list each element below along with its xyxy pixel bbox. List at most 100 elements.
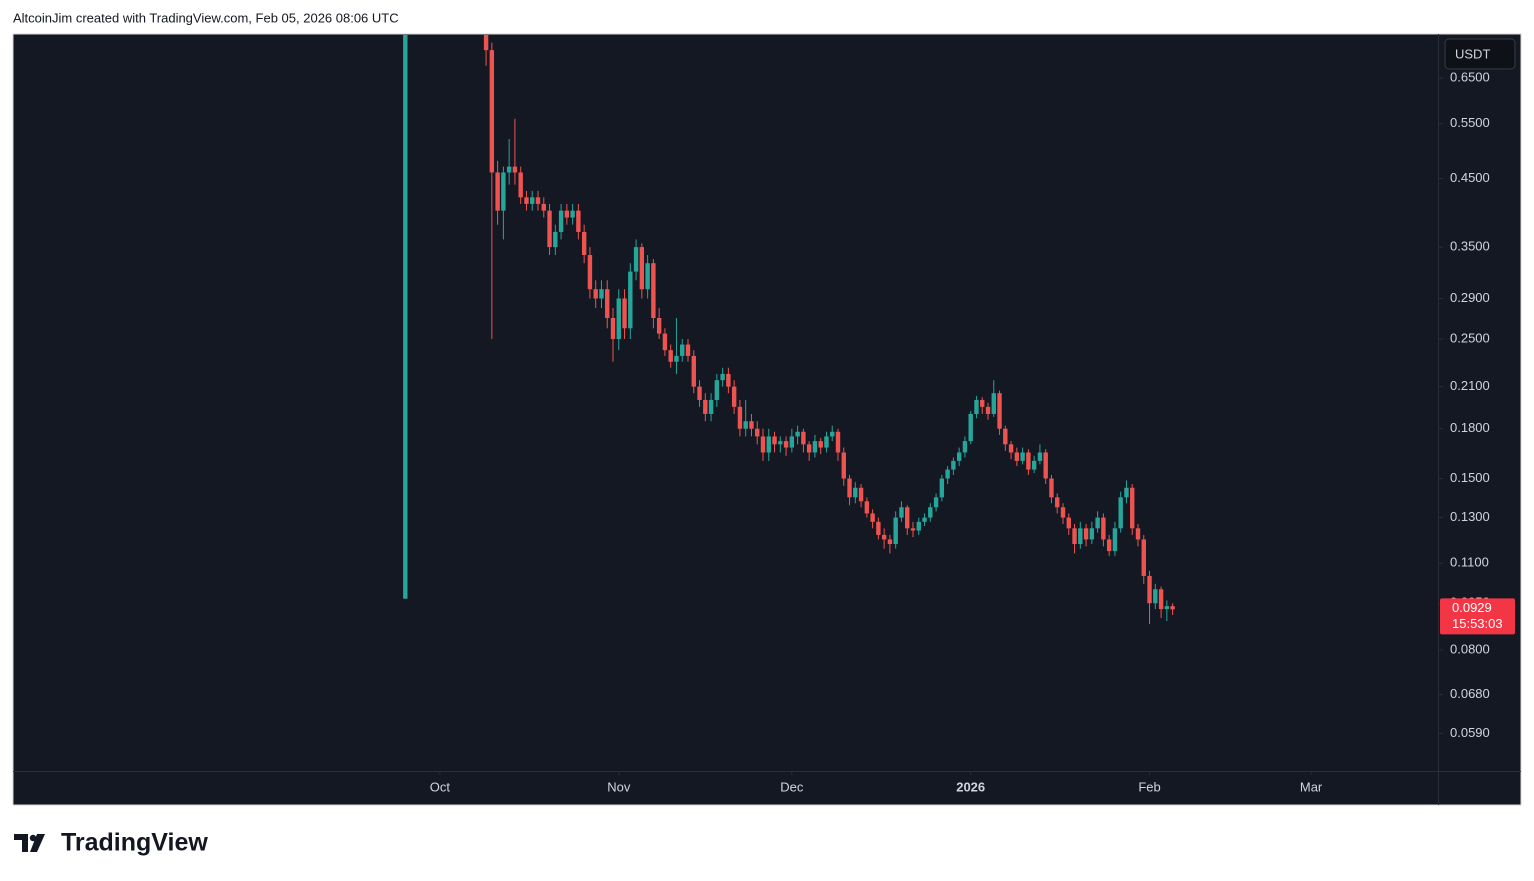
y-tick-label: 0.0800 bbox=[1450, 642, 1490, 657]
candle-body bbox=[708, 399, 714, 414]
candle-body bbox=[933, 497, 939, 508]
candle-body bbox=[760, 436, 766, 453]
candle-body bbox=[668, 350, 673, 362]
candle-body bbox=[766, 436, 771, 453]
candle-body bbox=[945, 469, 950, 479]
candle-body bbox=[1026, 452, 1031, 470]
y-tick-label: 0.1800 bbox=[1450, 420, 1490, 435]
candle-body bbox=[1020, 452, 1025, 461]
candle-body bbox=[1055, 497, 1060, 508]
candle-body bbox=[985, 406, 991, 414]
candle-body bbox=[1083, 528, 1089, 540]
candle-body bbox=[997, 393, 1002, 429]
x-tick-label: Feb bbox=[1138, 779, 1160, 794]
candle-body bbox=[824, 436, 829, 448]
candle-body bbox=[968, 413, 973, 442]
candle-body bbox=[991, 393, 996, 414]
candle-body bbox=[512, 166, 518, 173]
candle-body bbox=[1101, 517, 1106, 540]
candle-body bbox=[1153, 589, 1158, 604]
candle-body bbox=[980, 399, 985, 407]
candle-body bbox=[403, 35, 408, 599]
candle-body bbox=[1124, 487, 1129, 498]
candle-body bbox=[651, 263, 656, 318]
candle-body bbox=[489, 50, 495, 173]
candle-body bbox=[876, 521, 881, 535]
candle-body bbox=[1089, 528, 1095, 540]
candle-body bbox=[858, 487, 864, 502]
chart-frame bbox=[12, 33, 1522, 806]
candle-body bbox=[962, 441, 968, 453]
axes: 0.6500 0.5500 0.4500 0.3500 0.2900 0.2500 0.21… bbox=[430, 69, 1490, 794]
candle-body bbox=[1141, 539, 1146, 576]
candle-body bbox=[1078, 528, 1083, 545]
candle-body bbox=[581, 231, 587, 256]
candle-body bbox=[1043, 452, 1048, 479]
candle-body bbox=[887, 539, 893, 545]
candle-body bbox=[951, 460, 956, 470]
candle-body bbox=[1072, 528, 1077, 545]
y-tick-label: 0.1500 bbox=[1450, 470, 1490, 485]
candle-body bbox=[656, 317, 662, 334]
candle-body bbox=[974, 399, 979, 414]
candle-body bbox=[778, 441, 783, 445]
candle-body bbox=[806, 444, 812, 453]
x-tick-label: Dec bbox=[780, 779, 804, 794]
candle-body bbox=[714, 380, 720, 400]
candle-body bbox=[726, 373, 731, 387]
candle-body bbox=[1147, 575, 1152, 604]
currency-button[interactable]: USDT bbox=[1444, 38, 1516, 70]
candle-body bbox=[1164, 606, 1170, 610]
y-tick-label: 0.6500 bbox=[1450, 69, 1490, 84]
candle-body bbox=[795, 431, 800, 437]
x-tick-label: Nov bbox=[607, 779, 631, 794]
plot-area bbox=[403, 35, 1175, 625]
candle-body bbox=[1130, 487, 1135, 529]
candle-body bbox=[743, 421, 748, 429]
candle-body bbox=[622, 298, 627, 329]
candle-body bbox=[841, 452, 846, 479]
candle-body bbox=[495, 172, 500, 211]
candle-body bbox=[1060, 507, 1066, 518]
currency-label[interactable]: USDT bbox=[1455, 46, 1490, 61]
y-tick-label: 0.1300 bbox=[1450, 509, 1490, 524]
candle-body bbox=[772, 436, 777, 445]
logo-shape bbox=[14, 834, 28, 852]
candle-body bbox=[524, 197, 529, 204]
candle-body bbox=[587, 255, 593, 290]
header: AltcoinJim created with TradingView.com,… bbox=[13, 10, 399, 25]
candle-body bbox=[1106, 539, 1112, 552]
currency-button-box[interactable] bbox=[1444, 38, 1516, 70]
candle-body bbox=[749, 421, 754, 429]
candle-body bbox=[547, 210, 552, 248]
candle-body bbox=[812, 441, 818, 453]
y-tick-label: 0.0680 bbox=[1450, 686, 1490, 701]
candle-body bbox=[720, 373, 725, 381]
candle-body bbox=[639, 247, 645, 290]
y-tick-label: 0.4500 bbox=[1450, 170, 1490, 185]
last-price-value: 0.0929 bbox=[1452, 600, 1492, 615]
candle-body bbox=[633, 247, 639, 272]
candle-body bbox=[881, 534, 887, 540]
candle-body bbox=[1118, 497, 1123, 529]
candle-body bbox=[916, 521, 921, 531]
candle-body bbox=[853, 487, 858, 498]
candle-body bbox=[691, 355, 696, 387]
countdown: 15:53:03 bbox=[1452, 616, 1503, 631]
candle-body bbox=[956, 452, 962, 461]
candle-body bbox=[558, 210, 564, 232]
candle-body bbox=[1014, 452, 1020, 461]
candle-body bbox=[535, 197, 541, 204]
candle-body bbox=[939, 478, 945, 498]
last-price-box bbox=[1440, 598, 1515, 635]
x-tick-label: Oct bbox=[430, 779, 451, 794]
candle-body bbox=[483, 35, 489, 51]
candle-body bbox=[737, 406, 743, 429]
candle-body bbox=[703, 399, 708, 414]
candle-body bbox=[1049, 478, 1054, 498]
candle-body bbox=[905, 507, 910, 529]
candle-body bbox=[899, 507, 904, 518]
candle-body bbox=[910, 528, 916, 531]
